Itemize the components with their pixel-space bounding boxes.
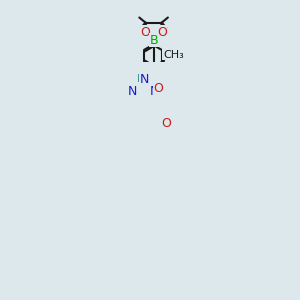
Text: O: O [154, 82, 164, 94]
Text: N: N [140, 73, 149, 86]
Text: O: O [157, 26, 167, 39]
Text: N: N [128, 85, 137, 98]
Text: N: N [150, 85, 159, 98]
Text: O: O [140, 26, 150, 39]
Text: B: B [149, 34, 158, 47]
Text: CH₃: CH₃ [163, 50, 184, 60]
Text: H: H [137, 74, 145, 84]
Text: O: O [161, 117, 171, 130]
